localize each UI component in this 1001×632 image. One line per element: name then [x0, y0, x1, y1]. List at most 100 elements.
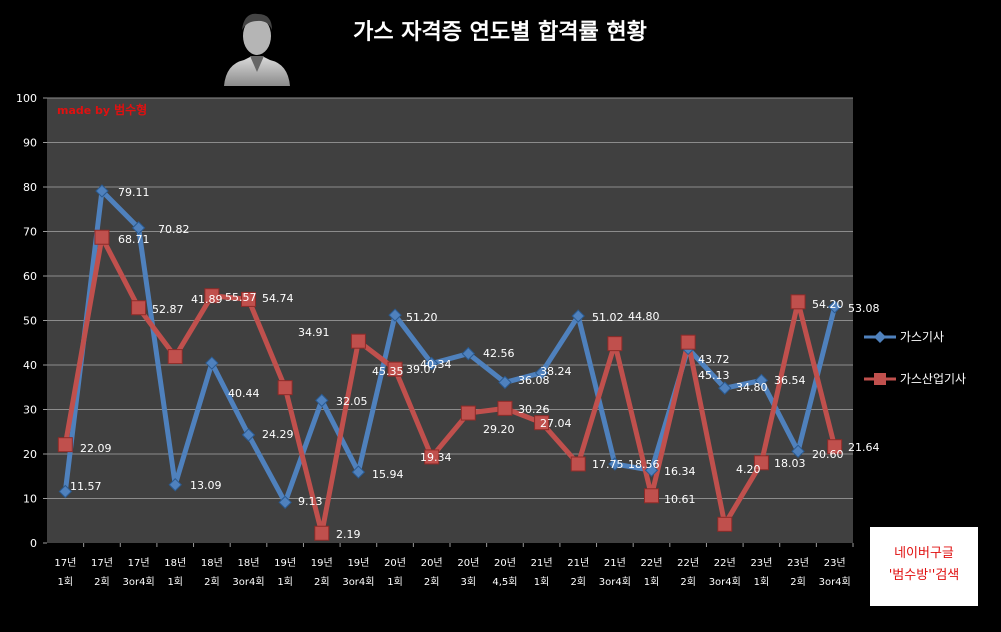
data-label: 13.09 [190, 479, 222, 492]
x-tick-label-round: 1회 [58, 576, 74, 588]
data-point-square [131, 300, 147, 316]
x-tick-label-round: 3회 [461, 576, 477, 588]
x-tick-label-year: 20년 [384, 557, 406, 569]
x-tick-label-year: 17년 [54, 557, 76, 569]
x-tick-label-round: 3or4회 [342, 576, 374, 588]
x-tick-label-round: 1회 [534, 576, 550, 588]
data-point-diamond [608, 457, 622, 471]
data-label: 30.26 [518, 403, 550, 416]
data-point-diamond [388, 308, 402, 322]
x-tick-label-year: 20년 [421, 557, 443, 569]
data-label: 54.74 [262, 292, 294, 305]
x-tick-label-year: 23년 [750, 557, 772, 569]
made-by-prefix: made by [57, 104, 111, 117]
data-point-diamond [718, 381, 732, 395]
page-title: 가스 자격증 연도별 합격률 현황 [353, 20, 647, 45]
data-point-square [204, 288, 220, 304]
data-point-square [387, 361, 403, 377]
made-by-credit: made by 범수형 [57, 101, 147, 118]
y-tick-label: 100 [16, 92, 37, 105]
x-tick-label-year: 20년 [494, 557, 516, 569]
x-tick-label-round: 3or4회 [819, 576, 851, 588]
data-point-square [790, 294, 806, 310]
x-tick-label-year: 21년 [604, 557, 626, 569]
data-label: 32.05 [336, 395, 368, 408]
data-label: 38.24 [540, 365, 572, 378]
data-label: 54.20 [812, 298, 844, 311]
data-point-diamond [571, 309, 585, 323]
data-label: 20.60 [812, 448, 844, 461]
data-point-square [241, 291, 256, 307]
x-tick-label-round: 4,5회 [492, 576, 517, 588]
data-label: 51.02 [592, 311, 624, 324]
data-label: 27.04 [540, 417, 572, 430]
data-point-square [460, 405, 476, 421]
data-point-diamond [827, 300, 842, 314]
data-label: 4.20 [736, 463, 761, 476]
data-label: 11.57 [70, 480, 102, 493]
x-tick-label-round: 1회 [387, 576, 403, 588]
y-tick-label: 20 [23, 448, 37, 461]
data-label: 40.34 [420, 358, 452, 371]
data-label: 2.19 [336, 528, 361, 541]
data-label: 39.07 [406, 363, 438, 376]
data-label: 44.80 [628, 310, 660, 323]
data-label: 42.56 [483, 347, 515, 360]
x-tick-label-year: 23년 [824, 557, 846, 569]
y-tick-label: 80 [23, 181, 37, 194]
x-tick-label-year: 19년 [311, 557, 333, 569]
x-tick-label-round: 2회 [790, 576, 806, 588]
data-label: 17.75 [592, 458, 624, 471]
x-tick-label-year: 22년 [677, 557, 699, 569]
data-label: 9.13 [298, 495, 323, 508]
data-label: 34.91 [298, 326, 330, 339]
y-tick-label: 10 [23, 493, 37, 506]
series-line-2 [62, 234, 838, 536]
data-point-diamond [754, 373, 769, 388]
data-label: 24.29 [262, 428, 294, 441]
data-point-diamond [58, 484, 73, 499]
avatar-icon [222, 6, 292, 86]
y-tick-label: 0 [30, 537, 37, 550]
data-label: 45.13 [698, 369, 730, 382]
data-point-square [644, 488, 659, 504]
ad-line-2: '범수방''검색 [888, 568, 960, 583]
legend-label: 가스기사 [899, 329, 944, 344]
data-point-square [717, 516, 733, 532]
y-tick-label: 40 [23, 359, 37, 372]
made-by-name: 범수형 [114, 103, 148, 117]
x-tick-label-year: 19년 [347, 557, 369, 569]
y-tick-label: 30 [23, 404, 37, 417]
data-label: 22.09 [80, 442, 112, 455]
x-tick-label-year: 18년 [238, 557, 260, 569]
data-point-diamond [534, 366, 549, 380]
x-tick-label-round: 3or4회 [123, 576, 155, 588]
data-label: 41.89 [191, 293, 223, 306]
x-tick-label-round: 1회 [277, 576, 293, 588]
x-tick-label-year: 17년 [91, 557, 113, 569]
x-tick-label-year: 22년 [714, 557, 736, 569]
y-tick-label: 90 [23, 137, 37, 150]
ad-line-1: 네이버구글 [894, 546, 954, 561]
data-label: 36.08 [518, 374, 550, 387]
data-label: 53.08 [848, 302, 880, 315]
data-point-square [350, 333, 366, 349]
data-point-square [57, 437, 73, 453]
legend-item-gas-industrial-engineer: 가스산업기사 [862, 368, 966, 388]
data-label: 19.34 [420, 451, 452, 464]
data-label: 40.44 [228, 387, 260, 400]
legend-swatch-square-icon [864, 372, 896, 385]
data-label: 45.35 [372, 365, 404, 378]
x-tick-label-year: 18년 [164, 557, 186, 569]
data-point-square [94, 229, 110, 245]
data-point-diamond [315, 393, 329, 408]
x-tick-label-year: 21년 [531, 557, 553, 569]
x-tick-label-round: 1회 [754, 576, 770, 588]
x-tick-label-year: 18년 [201, 557, 223, 569]
data-label: 21.64 [848, 441, 880, 454]
data-point-diamond [644, 463, 659, 477]
data-point-square [277, 380, 293, 396]
search-ad-box: 네이버구글 '범수방''검색 [870, 527, 978, 606]
y-tick-label: 70 [23, 226, 37, 239]
